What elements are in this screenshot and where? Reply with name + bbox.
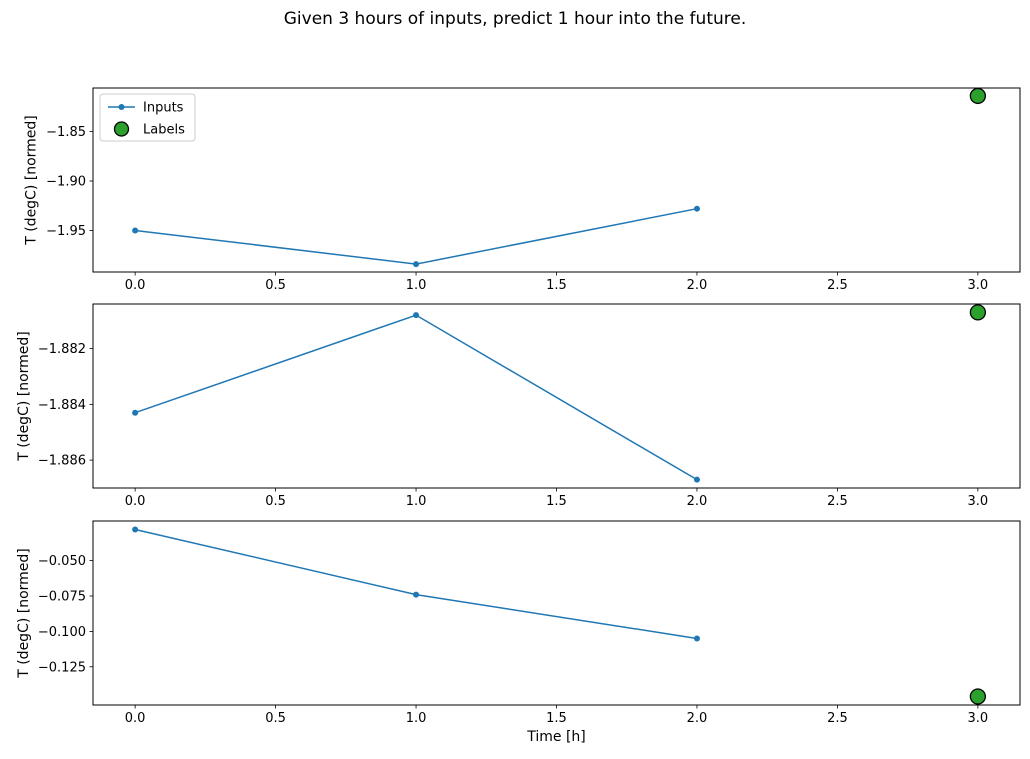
figure-title: Given 3 hours of inputs, predict 1 hour … [283, 9, 747, 29]
x-tick-label: 3.0 [968, 711, 989, 726]
x-axis-label: Time [h] [527, 729, 586, 745]
x-tick-label: 1.0 [406, 711, 427, 726]
legend-inputs-marker [118, 104, 125, 110]
y-tick-label: −1.882 [38, 342, 86, 357]
x-tick-label: 2.0 [687, 494, 708, 509]
x-tick-label: 2.0 [687, 278, 708, 293]
y-tick-label: −1.884 [38, 398, 86, 413]
x-tick-label: 1.5 [546, 278, 567, 293]
inputs-marker [413, 261, 420, 268]
y-tick-label: −0.125 [38, 660, 86, 675]
inputs-line [135, 207, 698, 265]
x-tick-label: 0.5 [265, 711, 286, 726]
axes-frame [92, 87, 1021, 273]
legend-labels-label: Labels [143, 123, 185, 138]
y-axis-label: T (degC) [normed] [16, 331, 32, 462]
y-tick-label: −0.100 [38, 625, 86, 640]
y-tick-label: −1.886 [38, 454, 86, 469]
x-tick-label: 1.5 [546, 494, 567, 509]
x-tick-label: 0.5 [265, 278, 286, 293]
x-tick-label: 2.0 [687, 711, 708, 726]
x-tick-label: 1.0 [406, 494, 427, 509]
inputs-marker [132, 409, 139, 416]
inputs-marker [132, 526, 139, 533]
y-tick-label: −1.95 [46, 224, 86, 239]
x-tick-label: 0.0 [125, 711, 146, 726]
inputs-marker [693, 476, 700, 483]
inputs-marker [693, 205, 700, 212]
labels-marker [969, 304, 987, 321]
x-tick-label: 3.0 [968, 278, 989, 293]
x-tick-label: 1.5 [546, 711, 567, 726]
x-tick-label: 1.0 [406, 278, 427, 293]
subplot-2: 0.0 0.5 1.0 1.5 2.0 2.5 3.0 −1.882 −1.884 −1.886 T… [16, 303, 1021, 509]
x-tick-label: 0.5 [265, 494, 286, 509]
inputs-marker [693, 635, 700, 642]
x-tick-label: 0.0 [125, 494, 146, 509]
x-tick-label: 3.0 [968, 494, 989, 509]
y-axis-label: T (degC) [normed] [16, 548, 32, 679]
y-tick-label: −0.050 [38, 554, 86, 569]
inputs-marker [413, 312, 420, 319]
y-axis-label: T (degC) [normed] [24, 115, 40, 246]
x-tick-label: 2.5 [827, 278, 848, 293]
x-tick-label: 0.0 [125, 278, 146, 293]
subplot-3: 0.0 0.5 1.0 1.5 2.0 2.5 3.0 −0.050 −0.075 −0.100 −… [16, 520, 1021, 726]
y-tick-label: −0.075 [38, 590, 86, 605]
inputs-marker [132, 227, 139, 234]
x-tick-label: 2.5 [827, 494, 848, 509]
subplot-1: 0.0 0.5 1.0 1.5 2.0 2.5 3.0 −1.85 −1.90 −1.95 T (d… [24, 87, 1021, 293]
labels-marker [969, 688, 987, 705]
legend-inputs-label: Inputs [143, 101, 184, 116]
axes-frame [92, 520, 1021, 706]
legend: Inputs Labels [99, 93, 196, 142]
labels-marker [969, 87, 987, 105]
y-tick-label: −1.85 [46, 125, 86, 140]
inputs-line [134, 528, 698, 640]
legend-labels-marker [113, 121, 130, 137]
inputs-marker [413, 591, 420, 598]
x-tick-label: 2.5 [827, 711, 848, 726]
y-tick-label: −1.90 [46, 174, 86, 189]
inputs-line [134, 314, 698, 481]
axes-frame [92, 303, 1021, 489]
